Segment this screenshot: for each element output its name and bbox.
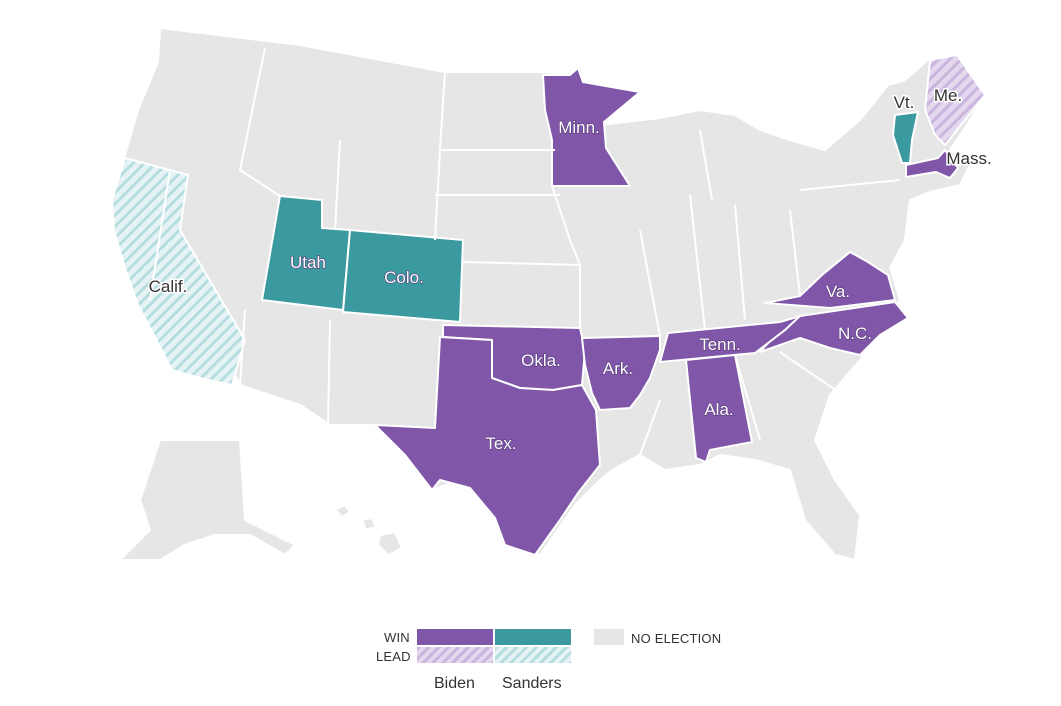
state-vt[interactable] [892, 111, 919, 164]
state-borders [149, 47, 901, 456]
state-labels: Minn. Vt. Me. Mass. Calif. Utah Colo. Va… [147, 85, 993, 454]
us-silhouette [111, 27, 986, 561]
label-utah: Utah [290, 253, 326, 272]
label-ala: Ala. [704, 400, 733, 419]
label-minn: Minn. [558, 118, 600, 137]
label-va: Va. [826, 282, 850, 301]
state-colo[interactable] [342, 229, 464, 323]
state-tex[interactable] [374, 336, 601, 556]
state-va[interactable] [764, 251, 896, 309]
label-tenn: Tenn. [699, 335, 741, 354]
hawaii [334, 504, 403, 556]
label-colo: Colo. [384, 268, 424, 287]
state-me[interactable] [924, 54, 986, 146]
state-ark[interactable] [581, 335, 661, 411]
state-mass[interactable] [905, 149, 959, 179]
label-nc: N.C. [838, 324, 872, 343]
state-calif[interactable] [111, 157, 246, 386]
state-tenn[interactable] [659, 315, 801, 363]
label-me: Me. [934, 86, 962, 105]
label-vt: Vt. [894, 93, 915, 112]
alaska [119, 439, 296, 561]
label-mass: Mass. [946, 149, 991, 168]
state-minn[interactable] [542, 67, 641, 187]
label-ark: Ark. [603, 359, 633, 378]
label-okla: Okla. [521, 351, 561, 370]
label-calif: Calif. [149, 277, 188, 296]
label-tex: Tex. [485, 434, 516, 453]
